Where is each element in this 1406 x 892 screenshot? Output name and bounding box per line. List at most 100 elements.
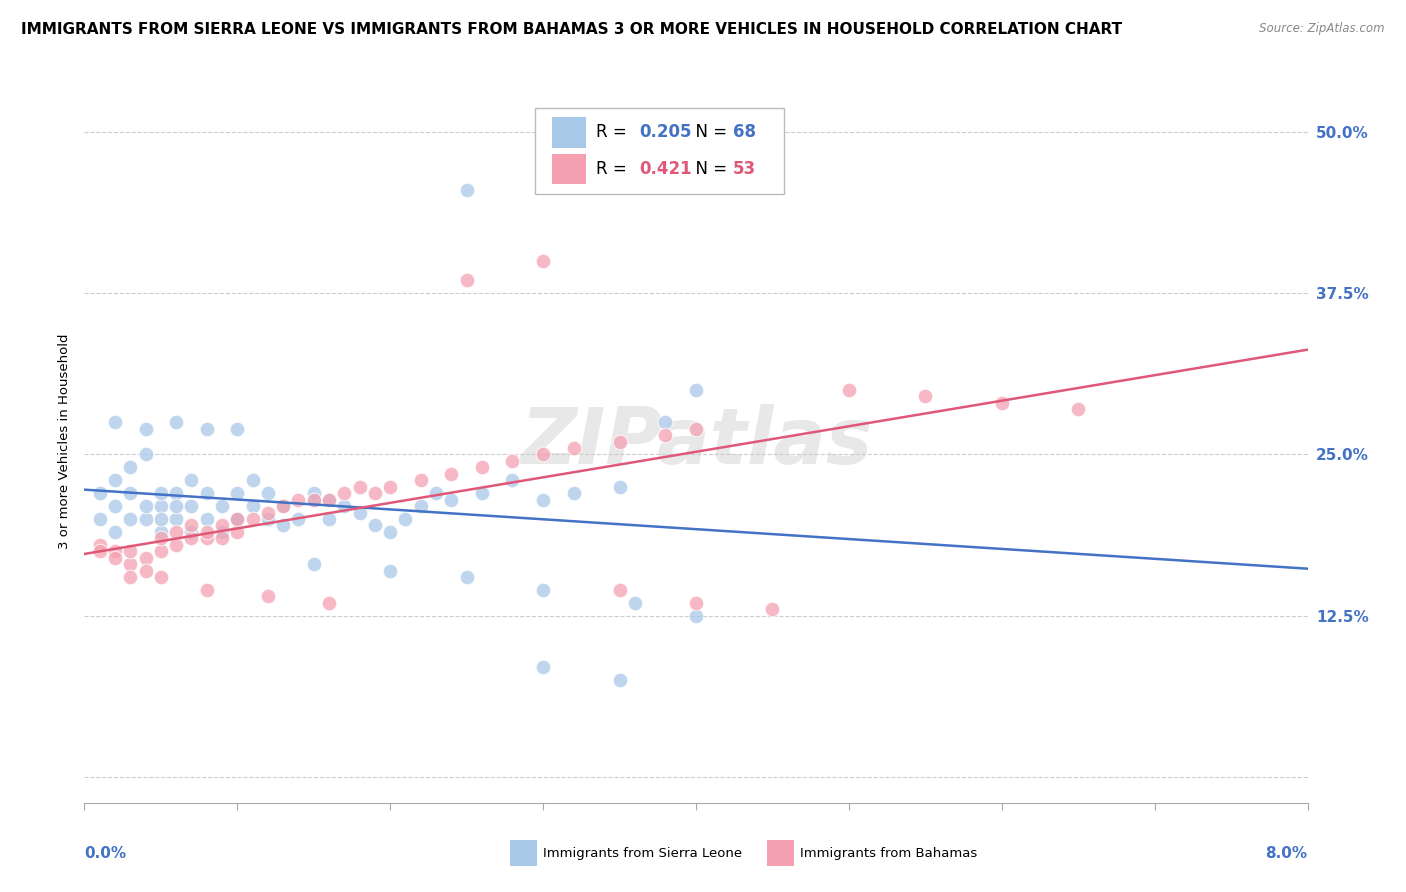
Point bbox=[89, 486, 111, 500]
Bar bbox=[510, 840, 537, 866]
Point bbox=[195, 531, 218, 545]
Text: Immigrants from Bahamas: Immigrants from Bahamas bbox=[800, 847, 977, 860]
Point bbox=[149, 486, 172, 500]
Point bbox=[562, 441, 585, 455]
Point bbox=[180, 499, 202, 513]
Point bbox=[394, 512, 416, 526]
Point bbox=[562, 486, 585, 500]
Point bbox=[349, 480, 371, 494]
Point bbox=[685, 422, 707, 436]
Point bbox=[654, 415, 676, 429]
Point bbox=[149, 499, 172, 513]
Point bbox=[271, 518, 294, 533]
Point bbox=[609, 480, 631, 494]
Point bbox=[242, 473, 264, 487]
Point bbox=[104, 544, 127, 558]
Point bbox=[838, 383, 860, 397]
Point bbox=[211, 524, 233, 539]
Point bbox=[380, 564, 402, 578]
Point bbox=[302, 557, 325, 571]
Point bbox=[135, 447, 157, 461]
Point bbox=[226, 524, 249, 539]
Bar bbox=[551, 117, 586, 147]
Point bbox=[180, 473, 202, 487]
Text: 0.205: 0.205 bbox=[640, 123, 692, 142]
Point bbox=[195, 422, 218, 436]
Point bbox=[180, 531, 202, 545]
Point bbox=[624, 596, 647, 610]
Point bbox=[135, 550, 157, 565]
Point bbox=[502, 454, 524, 468]
Point bbox=[654, 428, 676, 442]
Point bbox=[318, 596, 340, 610]
Point bbox=[226, 512, 249, 526]
Point bbox=[104, 524, 127, 539]
Point bbox=[349, 506, 371, 520]
FancyBboxPatch shape bbox=[534, 108, 785, 194]
Point bbox=[471, 460, 494, 475]
Point bbox=[211, 518, 233, 533]
Point bbox=[531, 447, 554, 461]
Point bbox=[471, 486, 494, 500]
Point bbox=[165, 538, 187, 552]
Bar bbox=[766, 840, 794, 866]
Text: N =: N = bbox=[685, 123, 733, 142]
Text: R =: R = bbox=[596, 160, 631, 178]
Point bbox=[120, 486, 142, 500]
Point bbox=[149, 544, 172, 558]
Point bbox=[409, 473, 432, 487]
Text: IMMIGRANTS FROM SIERRA LEONE VS IMMIGRANTS FROM BAHAMAS 3 OR MORE VEHICLES IN HO: IMMIGRANTS FROM SIERRA LEONE VS IMMIGRAN… bbox=[21, 22, 1122, 37]
Point bbox=[165, 512, 187, 526]
Point bbox=[380, 524, 402, 539]
Point bbox=[226, 512, 249, 526]
Point bbox=[761, 602, 783, 616]
Point bbox=[318, 492, 340, 507]
Text: Immigrants from Sierra Leone: Immigrants from Sierra Leone bbox=[543, 847, 742, 860]
Point bbox=[211, 531, 233, 545]
Point bbox=[257, 486, 280, 500]
Text: 0.421: 0.421 bbox=[640, 160, 692, 178]
Point bbox=[380, 480, 402, 494]
Point bbox=[425, 486, 447, 500]
Point bbox=[531, 254, 554, 268]
Point bbox=[104, 415, 127, 429]
Point bbox=[120, 544, 142, 558]
Point bbox=[364, 518, 387, 533]
Point bbox=[456, 570, 478, 584]
Point bbox=[440, 492, 463, 507]
Point bbox=[409, 499, 432, 513]
Point bbox=[195, 524, 218, 539]
Point bbox=[120, 512, 142, 526]
Text: N =: N = bbox=[685, 160, 733, 178]
Point bbox=[257, 590, 280, 604]
Point bbox=[271, 499, 294, 513]
Point bbox=[226, 512, 249, 526]
Text: 8.0%: 8.0% bbox=[1265, 846, 1308, 861]
Point bbox=[104, 473, 127, 487]
Point bbox=[364, 486, 387, 500]
Point bbox=[456, 273, 478, 287]
Point bbox=[287, 512, 309, 526]
Text: 68: 68 bbox=[733, 123, 755, 142]
Point bbox=[531, 660, 554, 674]
Point bbox=[104, 550, 127, 565]
Point bbox=[502, 473, 524, 487]
Point bbox=[120, 557, 142, 571]
Point bbox=[149, 531, 172, 545]
Point bbox=[685, 596, 707, 610]
Text: R =: R = bbox=[596, 123, 631, 142]
Point bbox=[180, 524, 202, 539]
Point bbox=[135, 499, 157, 513]
Point bbox=[195, 512, 218, 526]
Text: 53: 53 bbox=[733, 160, 756, 178]
Point bbox=[165, 486, 187, 500]
Point bbox=[135, 512, 157, 526]
Point bbox=[165, 499, 187, 513]
Point bbox=[609, 673, 631, 688]
Point bbox=[271, 499, 294, 513]
Point bbox=[318, 492, 340, 507]
Point bbox=[302, 492, 325, 507]
Point bbox=[135, 564, 157, 578]
Point bbox=[195, 486, 218, 500]
Point bbox=[609, 434, 631, 449]
